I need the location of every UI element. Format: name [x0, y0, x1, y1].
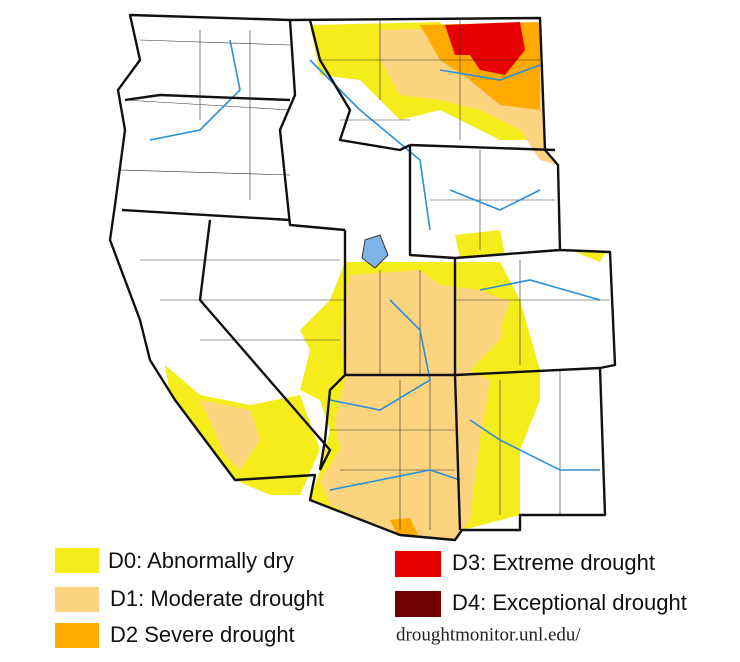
legend-label: D0: Abnormally dry	[108, 548, 294, 573]
state-lines	[108, 13, 617, 542]
legend-label: D1: Moderate drought	[110, 586, 324, 611]
legend: D0: Abnormally dry D1: Moderate drought …	[55, 548, 687, 648]
drought-area	[575, 252, 605, 262]
source-note: droughtmonitor.unl.edu/	[396, 624, 581, 645]
lake	[361, 234, 389, 269]
legend-label: D3: Extreme drought	[452, 550, 655, 575]
county-lines	[119, 20, 610, 530]
legend-swatch	[55, 623, 99, 648]
county-line	[119, 20, 610, 530]
drought-area	[200, 400, 260, 470]
drought-area	[445, 22, 525, 75]
legend-swatch	[55, 587, 99, 612]
legend-swatch	[395, 591, 441, 617]
drought-area	[475, 295, 510, 330]
legend-label: D2 Severe drought	[110, 622, 295, 647]
river	[149, 39, 601, 491]
drought-area	[390, 518, 418, 536]
state-line	[121, 19, 601, 531]
region-border	[108, 13, 617, 542]
rivers	[149, 39, 601, 491]
legend-swatch	[395, 551, 441, 577]
legend-label: D4: Exceptional drought	[452, 590, 687, 615]
legend-swatch	[55, 548, 99, 573]
drought-areas	[165, 22, 605, 540]
